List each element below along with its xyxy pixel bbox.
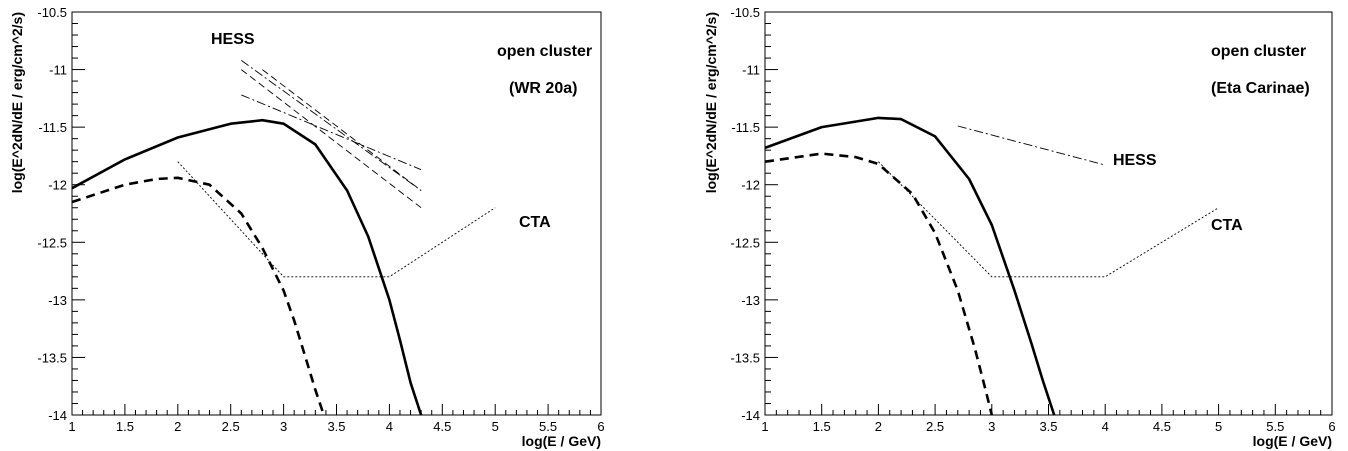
y-tick-label: -14 (48, 408, 67, 423)
series-line-dashed-thick (71, 176, 326, 416)
x-tick-label: 2 (174, 419, 181, 434)
axis-ticks (71, 11, 602, 416)
y-tick-label: -14 (741, 408, 760, 423)
x-tick-label: 4 (1102, 419, 1109, 434)
axis-tick-labels: 1 1.5 2 2.5 3 3.5 4 4.5 5 5.5 6 -10.5 -11 -11.5 -12 -12… (37, 5, 604, 434)
axis-ticks (764, 11, 1333, 416)
series-line-dashdot-thin (957, 125, 1106, 166)
y-tick-label: -11 (742, 63, 760, 78)
y-tick-label: -12.5 (730, 235, 760, 250)
annotation-hess: HESS (211, 31, 255, 48)
x-tick-label: 4 (386, 419, 393, 434)
y-tick-label: -11 (49, 63, 67, 78)
series-line-solid-thick (764, 116, 1056, 416)
y-tick-label: -12 (48, 178, 67, 193)
y-axis-title: log(E^2dN/dE / erg/cm^2/s) (9, 12, 25, 193)
annotation-open-cluster: open cluster (497, 43, 592, 60)
x-tick-label: 3 (988, 419, 995, 434)
x-tick-label: 2 (875, 419, 882, 434)
series-line-dash-thin (262, 69, 422, 191)
x-tick-label: 6 (1328, 419, 1335, 434)
x-tick-label: 5.5 (1266, 419, 1284, 434)
y-tick-label: -10.5 (37, 5, 67, 20)
x-axis-title: log(E / GeV) (1253, 433, 1332, 449)
y-tick-label: -12 (741, 178, 760, 193)
data-series (71, 60, 496, 416)
x-tick-label: 5 (1215, 419, 1222, 434)
annotation-open-cluster: open cluster (1211, 43, 1306, 60)
x-tick-label: 4.5 (433, 419, 451, 434)
y-tick-label: -13 (48, 293, 67, 308)
x-tick-label: 1.5 (116, 419, 134, 434)
chart-panel-wr20a: 1 1.5 2 2.5 3 3.5 4 4.5 5 5.5 6 -10.5 -11 -11.5 -12 -12… (9, 5, 605, 449)
x-tick-label: 3.5 (1039, 419, 1057, 434)
series-line-dashed-thick (764, 152, 994, 416)
x-tick-label: 1 (68, 419, 75, 434)
x-tick-label: 6 (597, 419, 604, 434)
x-tick-label: 2.5 (222, 419, 240, 434)
x-axis-title: log(E / GeV) (522, 433, 601, 449)
series-line-dotted-thin (177, 161, 496, 278)
y-tick-label: -10.5 (730, 5, 760, 20)
series-line-dashdot-thin (241, 60, 422, 191)
plot-frame (764, 11, 1333, 416)
x-tick-label: 5 (492, 419, 499, 434)
x-tick-label: 1.5 (813, 419, 831, 434)
y-tick-label: -12.5 (37, 235, 67, 250)
y-tick-label: -11.5 (731, 120, 760, 135)
annotation-source-name: (Eta Carinae) (1211, 80, 1310, 97)
annotation-hess: HESS (1113, 152, 1157, 169)
series-line-dash-thin (241, 69, 422, 209)
series-line-dashdot-thin (241, 94, 422, 171)
series-line-solid-thick (71, 118, 423, 416)
x-tick-label: 5.5 (539, 419, 557, 434)
x-tick-label: 2.5 (926, 419, 944, 434)
x-tick-label: 3.5 (327, 419, 345, 434)
annotation-cta: CTA (519, 214, 551, 231)
annotation-cta: CTA (1211, 217, 1243, 234)
annotation-source-name: (WR 20a) (509, 80, 577, 97)
series-line-dotted-thin (878, 161, 1219, 278)
y-axis-title: log(E^2dN/dE / erg/cm^2/s) (703, 12, 719, 193)
y-tick-label: -13.5 (37, 350, 67, 365)
x-tick-label: 3 (280, 419, 287, 434)
axis-tick-labels: 1 1.5 2 2.5 3 3.5 4 4.5 5 5.5 6 -10.5 -11 -11.5 -12 -12… (730, 5, 1335, 434)
x-tick-label: 1 (761, 419, 768, 434)
chart-panel-eta-carinae: 1 1.5 2 2.5 3 3.5 4 4.5 5 5.5 6 -10.5 -11 -11.5 -12 -12… (703, 5, 1336, 449)
y-tick-label: -11.5 (38, 120, 67, 135)
data-series (764, 116, 1219, 416)
y-tick-label: -13.5 (730, 350, 760, 365)
y-tick-label: -13 (741, 293, 760, 308)
x-tick-label: 4.5 (1153, 419, 1171, 434)
